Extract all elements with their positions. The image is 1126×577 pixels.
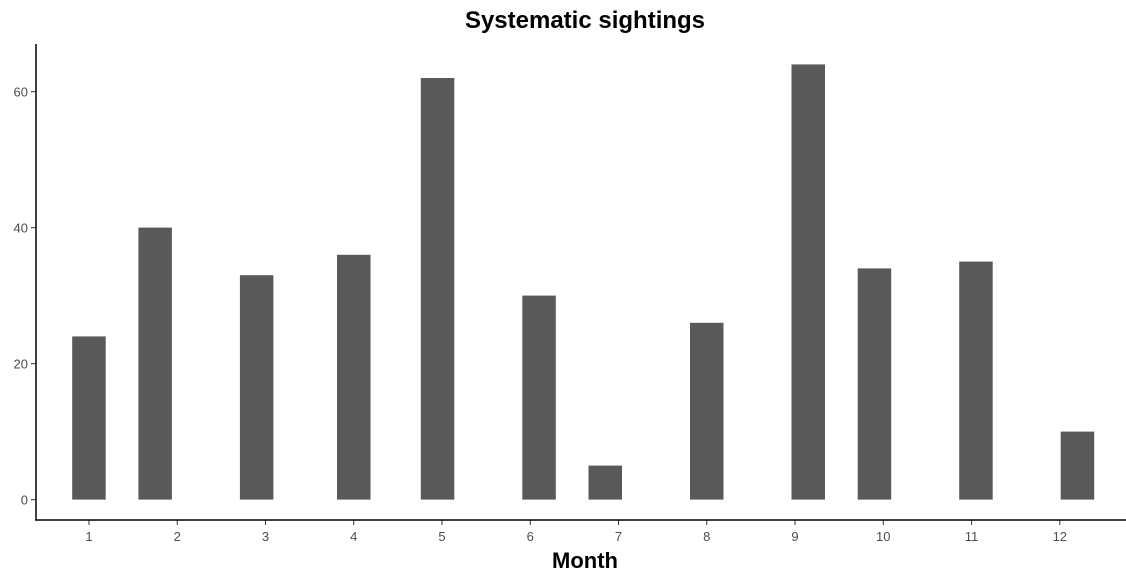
x-tick-label: 9 [791, 529, 798, 544]
bar-11 [959, 261, 993, 500]
y-tick-label: 40 [14, 221, 28, 236]
chart-title: Systematic sightings [465, 7, 705, 34]
x-tick-label: 6 [527, 529, 534, 544]
x-axis-ticks: 1 2 3 4 5 6 7 8 9 10 11 12 [85, 520, 1067, 544]
x-tick-label: 3 [262, 529, 269, 544]
bar-7 [588, 465, 622, 500]
bar-4 [337, 254, 371, 500]
x-tick-label: 4 [350, 529, 357, 544]
bar-5 [420, 78, 455, 500]
y-tick-label: 0 [21, 493, 28, 508]
x-axis-label: Month [552, 548, 618, 573]
bars-group [72, 64, 1095, 500]
x-tick-label: 10 [876, 529, 890, 544]
x-tick-label: 11 [965, 529, 979, 544]
y-tick-label: 60 [14, 85, 28, 100]
x-tick-label: 2 [174, 529, 181, 544]
bar-3 [239, 275, 274, 500]
x-tick-label: 12 [1053, 529, 1067, 544]
x-tick-label: 7 [615, 529, 622, 544]
bar-6 [522, 295, 556, 500]
y-axis-ticks: 0 20 40 60 [14, 85, 36, 508]
bar-9 [791, 64, 825, 500]
x-tick-label: 8 [703, 529, 710, 544]
y-tick-label: 20 [14, 357, 28, 372]
bar-12 [1060, 431, 1095, 500]
bar-2 [138, 227, 172, 500]
x-tick-label: 5 [438, 529, 445, 544]
bar-10 [857, 268, 892, 500]
x-tick-label: 1 [85, 529, 92, 544]
bar-8 [690, 322, 724, 500]
bar-1 [72, 336, 106, 500]
